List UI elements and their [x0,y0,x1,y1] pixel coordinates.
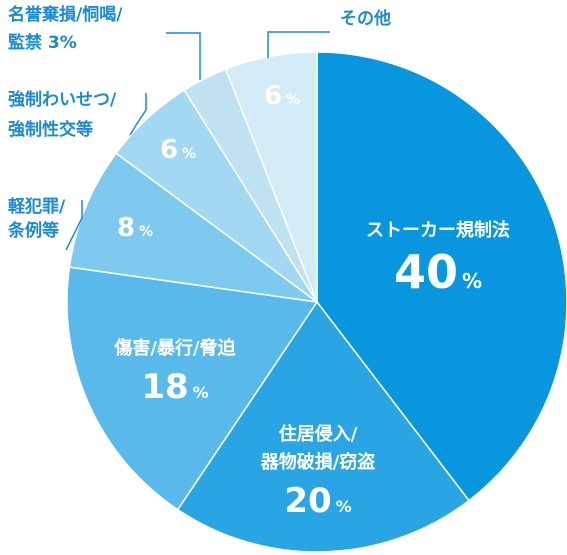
outside-label-名誉棄損恫喝: 名誉棄損/恫喝/監禁 3% [8,4,123,53]
slice-label-6: 6% [264,81,300,111]
pie-slice-0 [316,51,567,502]
outside-category-label: 条例等 [7,220,59,241]
slice-value-label: 20% [284,481,351,521]
leader-line-4 [129,93,147,136]
outside-category-label: その他 [340,8,391,29]
slice-value-label: 18% [141,367,208,407]
slice-value-label: 8% [117,213,153,243]
slice-value-label: 6% [264,81,300,111]
outside-label-強制わいせつ: 強制わいせつ/強制性交等 [8,89,117,140]
pie-slice-3 [68,152,318,303]
slice-label-0: ストーカー規制法 40% [366,219,510,299]
slice-label-3: 8% [117,213,153,243]
outside-category-label: 監禁 3% [8,32,77,53]
slice-category-label: 住居侵入/ [279,423,358,445]
pie-slice-1 [176,300,470,553]
outside-label-その他: その他 [340,8,391,29]
outside-label-軽犯罪: 軽犯罪/条例等 [7,196,66,241]
outside-category-label: 軽犯罪/ [8,196,66,217]
slice-label-4: 6% [160,135,196,165]
slice-category-label: ストーカー規制法 [366,219,510,241]
pie-slice-2 [66,266,319,511]
slice-value-label: 6% [160,135,196,165]
outside-category-label: 強制わいせつ/ [8,89,117,110]
slice-label-1: 住居侵入/器物破損/窃盗 20% [260,423,376,521]
slice-label-2: 傷害/暴行/脅迫 18% [113,337,236,407]
slice-category-label: 器物破損/窃盗 [260,451,376,473]
outside-category-label: 名誉棄損/恫喝/ [8,4,123,25]
slice-category-label: 傷害/暴行/脅迫 [113,337,236,359]
leader-line-3 [65,200,83,251]
leader-line-6 [267,31,330,58]
leader-line-5 [166,32,201,80]
outside-category-label: 強制性交等 [8,119,93,140]
pie-slice-6 [224,51,318,303]
slice-value-label: 40% [394,245,482,299]
